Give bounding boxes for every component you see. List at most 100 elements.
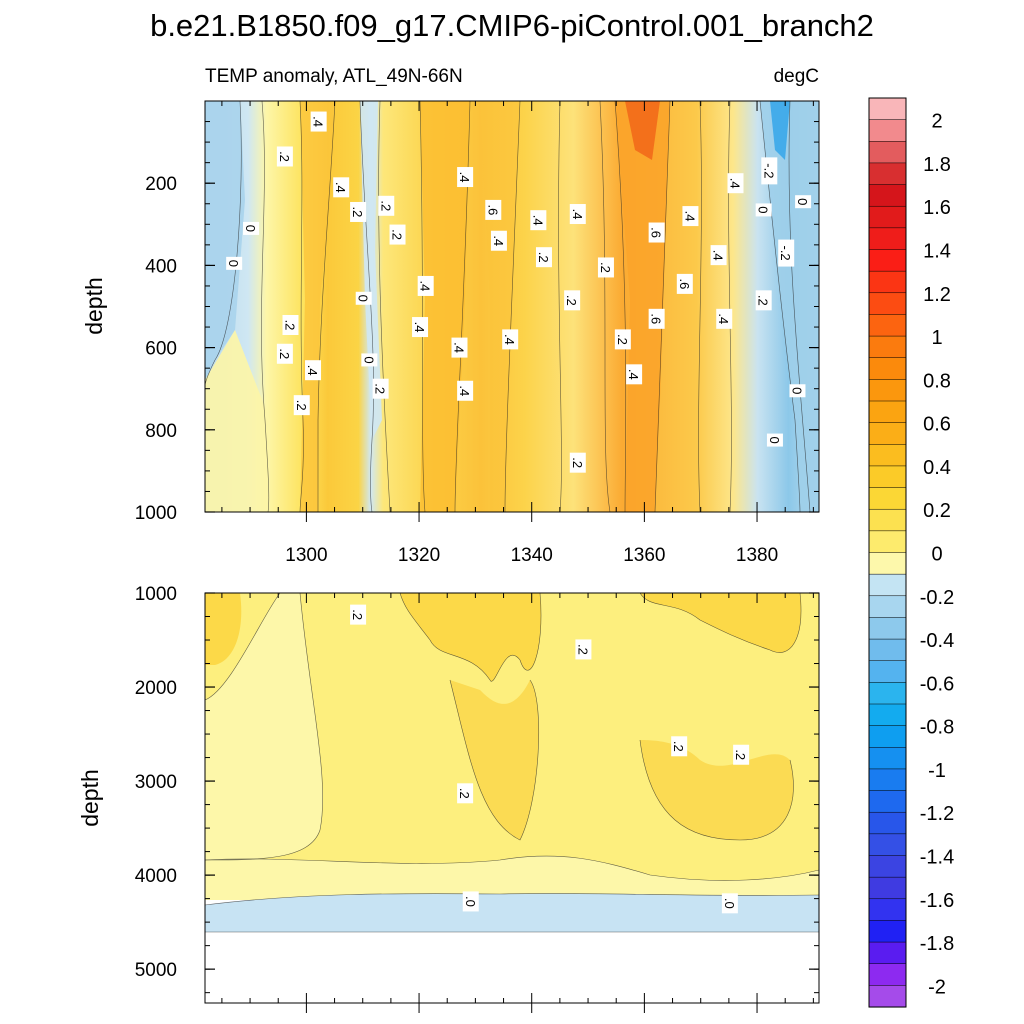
upper-field	[205, 101, 819, 512]
colorbar-swatch	[868, 898, 907, 921]
colorbar-swatch	[868, 227, 907, 251]
upper-y-tick-label: 400	[145, 256, 177, 277]
chart-subtitle-left: TEMP anomaly, ATL_49N-66N	[205, 66, 463, 87]
upper-contour-label: .4	[417, 275, 434, 296]
upper-contour-label: .2	[564, 290, 581, 311]
upper-contour-label: .2	[282, 314, 299, 335]
contour-label-text: .6	[649, 227, 664, 238]
upper-contour-label: .4	[412, 317, 429, 338]
contour-label-box	[276, 343, 293, 364]
colorbar-swatch	[868, 444, 907, 467]
lower-y-tick-label: 3000	[135, 772, 177, 793]
lower-dark-tongue-2	[640, 593, 801, 653]
colorbar-swatch	[868, 811, 907, 835]
contour-label-box	[490, 230, 507, 251]
colorbar-swatch	[868, 660, 907, 683]
colorbar-swatch	[868, 422, 907, 445]
lower-contour-label: .2	[350, 604, 367, 625]
colorbar-label: 1.6	[923, 197, 951, 219]
contour-label-text: .2	[570, 457, 585, 468]
contour-label-text: .4	[530, 215, 545, 226]
colorbar-swatch	[868, 638, 907, 662]
lower-warm-pocket-2	[640, 740, 794, 840]
contour-label-box	[727, 173, 744, 194]
upper-contour-label: .2	[597, 257, 614, 278]
contour-label-box	[502, 329, 519, 350]
contour-label-text: 0	[795, 198, 810, 205]
upper-contour-label: .2	[276, 146, 293, 167]
colorbar-swatch	[868, 205, 907, 229]
lower-cold-layer	[205, 893, 819, 932]
contour-label-box	[378, 195, 395, 216]
upper-contour-label: .4	[682, 206, 699, 227]
contour-label-text: .4	[570, 209, 585, 220]
contour-label-text: .2	[564, 295, 579, 306]
upper-contour-label: 0	[361, 353, 378, 367]
x-tick-label: 1360	[623, 545, 665, 566]
contour-label-text: 0	[756, 206, 771, 213]
contour-label-text: .2	[294, 400, 309, 411]
contour-label-text: .4	[711, 250, 726, 261]
colorbar-label: 1.4	[923, 241, 951, 263]
contour-label-text: .4	[412, 322, 427, 333]
contour-label-text: 0	[789, 387, 804, 394]
lower-y-tick-label: 1000	[135, 584, 177, 605]
colorbar-swatch	[868, 357, 907, 380]
upper-y-tick-label: 200	[145, 174, 177, 195]
colorbar-swatch	[868, 768, 907, 792]
lower-pale-region-2	[205, 855, 819, 900]
contour-label-text: .2	[756, 295, 771, 306]
colorbar-swatch	[868, 270, 907, 294]
contour-label-box	[293, 395, 310, 416]
contour-label-box	[350, 201, 367, 222]
lower-contour-label: .2	[671, 736, 688, 757]
contour-label-box	[755, 203, 772, 217]
upper-contour-label: .4	[710, 245, 727, 266]
colorbar-swatch	[868, 292, 907, 315]
contour-label-box	[676, 273, 693, 294]
colorbar-label: -1.8	[920, 933, 954, 955]
contour-label-text: .2	[378, 200, 393, 211]
lower-x-axis	[221, 593, 814, 1013]
upper-contour-label: .6	[676, 273, 693, 294]
lower-warm-pocket-1	[450, 680, 539, 840]
contour-label-box	[778, 239, 795, 267]
upper-contour-label: .6	[648, 222, 665, 243]
contour-label-text: .0	[722, 898, 737, 909]
colorbar-label: -0.2	[920, 587, 954, 609]
colorbar-swatch	[868, 508, 907, 532]
contour-label-text: .4	[457, 172, 472, 183]
colorbar-swatch	[868, 141, 907, 164]
contour-label-text: .2	[733, 749, 748, 760]
upper-contour-label: -.2	[761, 157, 778, 185]
upper-contour-label: .4	[457, 167, 474, 188]
lower-plot-frame	[204, 592, 820, 1004]
upper-contour-label: .4	[530, 210, 547, 231]
contour-label-box	[766, 433, 783, 447]
colorbar-label: -0.8	[920, 717, 954, 739]
contour-label-text: .2	[457, 788, 472, 799]
contour-label-box	[243, 221, 260, 235]
colorbar-swatch	[868, 184, 907, 207]
colorbar-swatch	[868, 920, 907, 943]
colorbar: 2 1.8 1.6 1.4 1.2 1 0.8 0.6 0.4 0.2 0 -0.2 -0.4 -0.6 -…	[868, 97, 954, 1008]
colorbar-label: 0.6	[923, 414, 951, 436]
contour-label-box	[282, 314, 299, 335]
x-tick-label: 1340	[511, 545, 553, 566]
colorbar-swatch	[868, 963, 907, 986]
upper-contour-label: 0	[789, 384, 806, 398]
contour-label-box	[682, 206, 699, 227]
contour-label-text: 0	[356, 295, 371, 302]
contour-label-text: .2	[282, 320, 297, 331]
colorbar-swatch	[868, 335, 907, 359]
colorbar-swatch	[868, 400, 907, 424]
upper-panel: 200 400 600 800 1000 1300 1320 1340 1360 1380 .4…	[81, 100, 820, 566]
colorbar-label: 1.8	[923, 154, 951, 176]
lower-pale-region-1	[205, 593, 323, 860]
upper-contour-label: 0	[243, 221, 260, 235]
colorbar-swatch	[868, 985, 907, 1008]
contour-label-text: .6	[677, 278, 692, 289]
lower-contour-labels: .2 .2 .2 .2 .2 .0 .0	[350, 604, 750, 914]
upper-contour-label: 0	[355, 291, 372, 305]
